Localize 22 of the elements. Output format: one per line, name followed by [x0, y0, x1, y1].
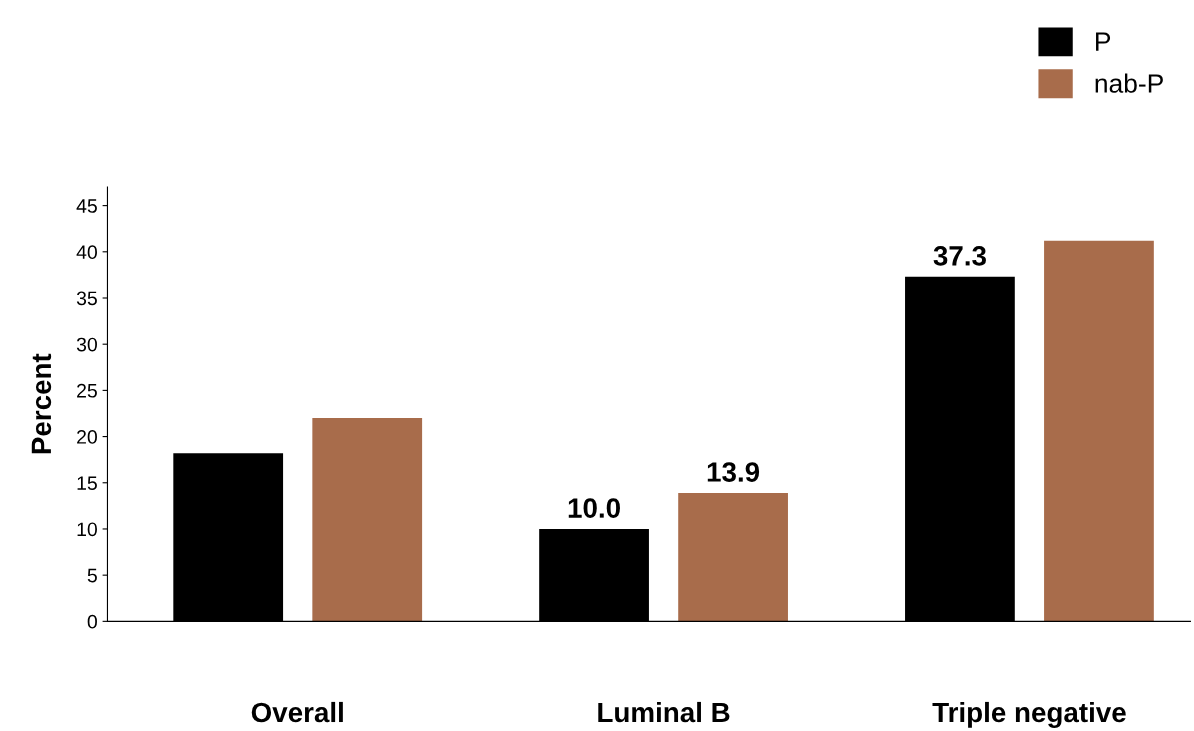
data-label: 37.3 — [933, 246, 986, 266]
y-tick-label: 35 — [76, 291, 97, 306]
x-tick-label: Luminal B — [598, 701, 730, 723]
y-tick-label: 15 — [77, 476, 97, 491]
legend-label: P — [1096, 32, 1111, 51]
x-tick-label: Overall — [251, 701, 343, 723]
bar — [312, 418, 423, 622]
y-tick-label: 10 — [77, 522, 97, 537]
data-label: 13.9 — [707, 462, 760, 482]
y-tick-label: 30 — [76, 337, 97, 352]
x-tick-label: Triple negative — [932, 701, 1126, 728]
data-label: 10.0 — [568, 498, 620, 518]
y-axis-title: Percent — [31, 353, 52, 454]
legend-label: nab-P — [1095, 73, 1163, 93]
y-tick-label: 0 — [87, 614, 97, 629]
y-tick-label: 25 — [77, 383, 97, 398]
y-tick-label: 40 — [76, 245, 97, 260]
y-tick-label: 45 — [76, 199, 97, 213]
bar — [1044, 240, 1154, 622]
y-tick-label: 20 — [77, 430, 97, 444]
y-tick-label: 5 — [87, 568, 97, 583]
bar — [678, 492, 788, 622]
